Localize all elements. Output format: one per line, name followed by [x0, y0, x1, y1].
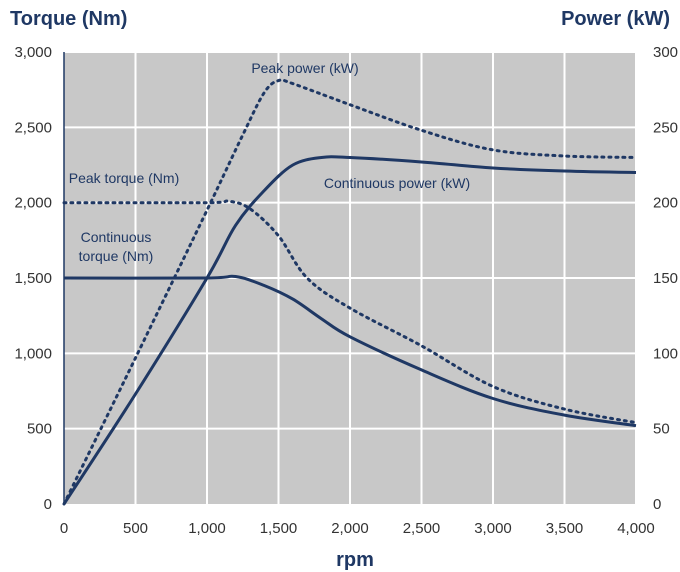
x-tick-labels: 0 500 1,000 1,500 2,000 2,500 3,000 3,500 4,000 [60, 520, 655, 537]
label-peak-power: Peak power (kW) [251, 60, 358, 76]
y-left-tick-label: 0 [44, 496, 52, 513]
y-left-tick-label: 2,000 [14, 195, 52, 212]
y-left-tick-label: 500 [27, 421, 52, 438]
label-continuous-torque-line1: Continuous [81, 229, 152, 245]
y-right-tick-labels: 0 50 100 150 200 250 300 [653, 44, 678, 513]
label-continuous-torque-line2: torque (Nm) [79, 248, 154, 264]
y-right-tick-label: 150 [653, 270, 678, 287]
y-left-tick-label: 3,000 [14, 44, 52, 61]
x-tick-label: 1,500 [260, 520, 298, 537]
gridlines [64, 51, 637, 504]
x-tick-label: 500 [123, 520, 148, 537]
x-tick-label: 2,000 [331, 520, 369, 537]
series-line-continuous-torque-nm [63, 274, 637, 428]
x-tick-label: 2,500 [403, 520, 441, 537]
y-left-axis-title: Torque (Nm) [10, 8, 127, 30]
series-line-continuous-power-kw [62, 155, 637, 505]
label-peak-torque: Peak torque (Nm) [69, 170, 179, 186]
x-tick-label: 3,000 [474, 520, 512, 537]
y-left-tick-label: 2,500 [14, 119, 52, 136]
series-lines [62, 52, 638, 506]
y-left-tick-labels: 0 500 1,000 1,500 2,000 2,500 3,000 [14, 44, 52, 513]
y-right-tick-label: 50 [653, 421, 670, 438]
x-tick-label: 3,500 [546, 520, 584, 537]
label-continuous-power: Continuous power (kW) [324, 175, 470, 191]
series-line-peak-power-kw [62, 78, 638, 506]
y-right-tick-label: 300 [653, 44, 678, 61]
y-right-axis-title: Power (kW) [561, 8, 670, 30]
x-tick-label: 0 [60, 520, 68, 537]
x-tick-label: 4,000 [617, 520, 655, 537]
x-axis-title: rpm [336, 549, 374, 571]
y-left-tick-label: 1,500 [14, 270, 52, 287]
y-right-tick-label: 0 [653, 496, 661, 513]
y-right-tick-label: 250 [653, 119, 678, 136]
y-left-tick-label: 1,000 [14, 345, 52, 362]
x-tick-label: 1,000 [188, 520, 226, 537]
y-right-tick-label: 200 [653, 195, 678, 212]
y-right-tick-label: 100 [653, 345, 678, 362]
series-line-peak-torque-nm [62, 199, 638, 425]
